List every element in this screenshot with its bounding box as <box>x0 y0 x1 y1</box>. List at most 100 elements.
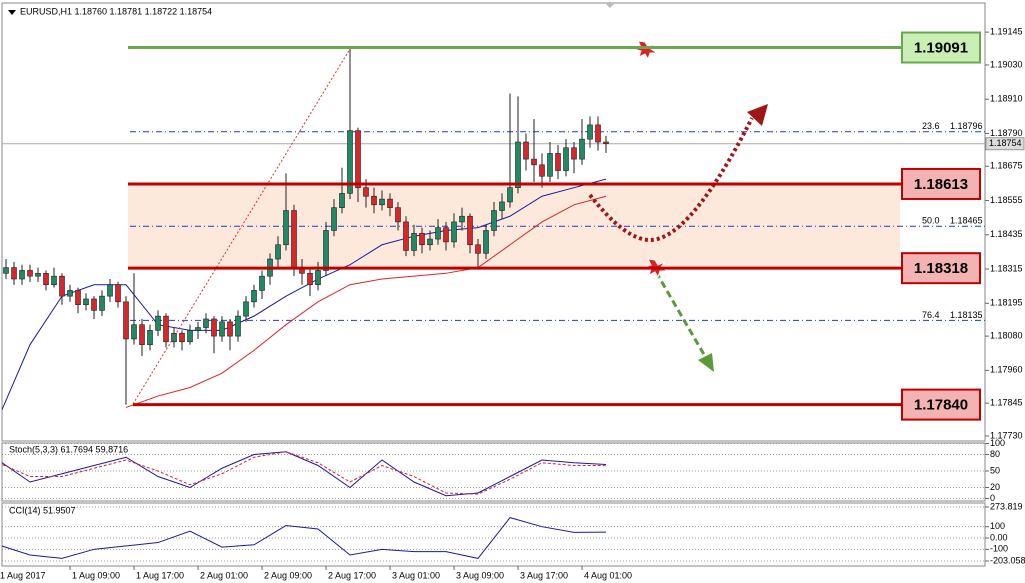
indicator-line <box>2 451 607 497</box>
candle-body <box>563 147 569 171</box>
down-arrow <box>654 271 708 359</box>
candle-body <box>235 315 241 337</box>
candle-body <box>387 198 393 208</box>
candle-body <box>11 267 17 280</box>
candle-body <box>571 147 577 160</box>
candle-body <box>147 330 153 345</box>
candle-body <box>91 298 97 311</box>
y-tick-label: 1.18195 <box>990 298 1023 308</box>
y-tick-label: 100 <box>990 521 1005 531</box>
main-back <box>2 131 985 411</box>
candle-body <box>339 193 345 208</box>
candle-body <box>411 233 417 251</box>
y-tick-label: 1.18555 <box>990 195 1023 205</box>
candle-body <box>99 295 105 311</box>
current-price-box <box>985 137 1025 151</box>
up-arrow <box>588 117 754 243</box>
candle-body <box>451 221 457 243</box>
candle-body <box>379 198 385 206</box>
candle-body <box>139 324 145 345</box>
candle-body <box>219 321 225 337</box>
moving-average <box>125 195 607 408</box>
panel-title: EURUSD,H1 1.18760 1.18781 1.18722 1.1875… <box>20 6 212 16</box>
fib-price: 1.18796 <box>950 121 983 131</box>
x-tick-label: 3 Aug 17:00 <box>520 570 568 580</box>
fib-ratio: 50.0 <box>922 216 940 226</box>
candle-body <box>67 290 73 297</box>
y-tick-label: 1.18910 <box>990 94 1023 104</box>
x-tick-label: 1 Aug 09:00 <box>72 570 120 580</box>
candle-body <box>275 244 281 260</box>
candle-body <box>51 275 57 286</box>
y-tick-label: 0 <box>990 493 995 503</box>
fib-ratio: 76.4 <box>922 310 940 320</box>
x-tick-label: 4 Aug 01:00 <box>584 570 632 580</box>
candle-body <box>467 215 473 246</box>
candle-body <box>371 195 377 206</box>
stoch-frame <box>1 442 986 502</box>
y-tick-label: -100 <box>990 544 1008 554</box>
x-tick-label: 1 Aug 2017 <box>0 570 46 580</box>
y-tick-label: 1.19145 <box>990 26 1023 36</box>
candle-body <box>27 270 33 277</box>
candle-body <box>347 130 353 194</box>
level-label: 1.18318 <box>914 260 968 277</box>
candle-body <box>531 158 537 166</box>
candle-body <box>547 153 553 177</box>
candle-body <box>307 273 313 286</box>
panel-title: Stoch(5,3,3) 61.7694 59,8716 <box>9 444 128 454</box>
x-tick-label: 2 Aug 17:00 <box>328 570 376 580</box>
y-tick-label: 20 <box>990 482 1000 492</box>
main-plot <box>3 47 609 405</box>
candle-body <box>107 284 113 297</box>
candle-body <box>203 318 209 328</box>
level-label: 1.18613 <box>914 176 968 193</box>
candle-body <box>403 221 409 251</box>
candle-body <box>587 124 593 140</box>
candle-body <box>427 238 433 246</box>
cci-frame <box>1 502 986 567</box>
candle-body <box>499 201 505 211</box>
fib-diagonal <box>132 48 351 405</box>
candle-body <box>435 227 441 240</box>
y-tick-label: 50 <box>990 465 1000 475</box>
y-tick-label: 1.17845 <box>990 398 1023 408</box>
candle-body <box>523 141 529 160</box>
up-arrowhead <box>747 104 768 126</box>
candle-body <box>459 215 465 223</box>
candle-body <box>395 207 401 223</box>
candle-body <box>75 290 81 306</box>
x-tick-label: 2 Aug 09:00 <box>264 570 312 580</box>
y-tick-label: 100 <box>990 438 1005 448</box>
y-tick-label: 1.17730 <box>990 430 1023 440</box>
candle-body <box>483 230 489 254</box>
candle-body <box>251 290 257 303</box>
moving-average <box>2 178 607 411</box>
candle-body <box>227 321 233 337</box>
level-box <box>901 252 981 285</box>
candle-body <box>243 301 249 317</box>
candle-body <box>163 315 169 343</box>
candle-body <box>171 332 177 343</box>
candle-body <box>491 210 497 231</box>
candle-body <box>555 153 561 171</box>
indicator-line <box>2 517 607 559</box>
panel-title: CCI(14) 51.9507 <box>9 505 76 515</box>
y-tick-label: 1.19030 <box>990 59 1023 69</box>
y-tick-label: -203.058 <box>990 555 1025 565</box>
candle-body <box>363 187 369 197</box>
candle-body <box>83 298 89 306</box>
x-tick-label: 3 Aug 09:00 <box>456 570 504 580</box>
candle-body <box>507 187 513 203</box>
candle-body <box>155 315 161 331</box>
level-label: 1.19091 <box>914 39 968 56</box>
candle-body <box>211 318 217 337</box>
candle-body <box>355 130 361 188</box>
candle-body <box>443 227 449 243</box>
y-tick-label: 1.17960 <box>990 365 1023 375</box>
candle-body <box>179 332 185 343</box>
y-tick-label: 1.18675 <box>990 161 1023 171</box>
